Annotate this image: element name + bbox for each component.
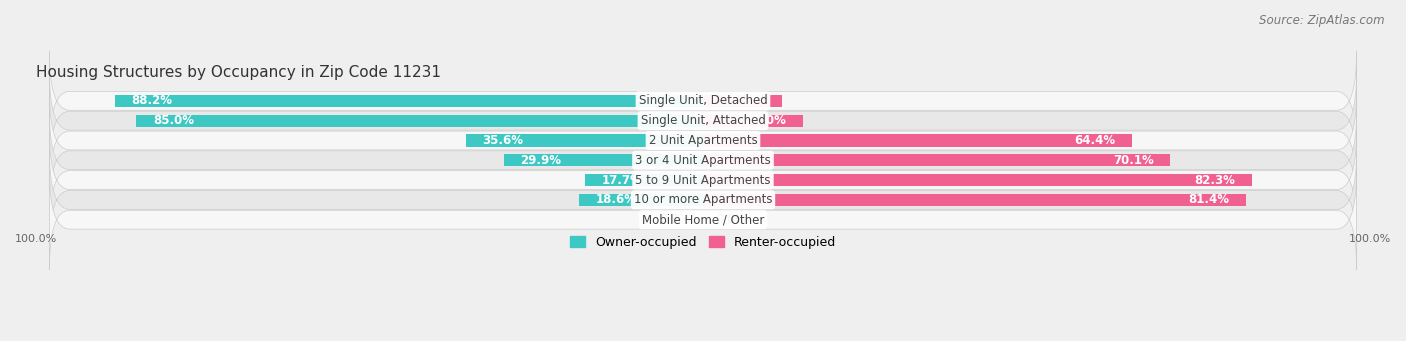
FancyBboxPatch shape [49,130,1357,230]
FancyBboxPatch shape [49,170,1357,270]
Text: Housing Structures by Occupancy in Zip Code 11231: Housing Structures by Occupancy in Zip C… [37,65,441,80]
Bar [579,194,703,206]
Bar [503,154,703,166]
Text: 64.4%: 64.4% [1074,134,1116,147]
FancyBboxPatch shape [49,110,1357,210]
Text: 2 Unit Apartments: 2 Unit Apartments [648,134,758,147]
Text: 17.7%: 17.7% [602,174,643,187]
Bar [115,95,703,107]
Text: 3 or 4 Unit Apartments: 3 or 4 Unit Apartments [636,154,770,167]
Text: 70.1%: 70.1% [1114,154,1154,167]
Text: Single Unit, Attached: Single Unit, Attached [641,114,765,127]
Text: 18.6%: 18.6% [596,193,637,206]
Text: Source: ZipAtlas.com: Source: ZipAtlas.com [1260,14,1385,27]
Text: 5 to 9 Unit Apartments: 5 to 9 Unit Apartments [636,174,770,187]
FancyBboxPatch shape [49,150,1357,250]
Bar [703,95,782,107]
Text: 11.8%: 11.8% [724,94,765,107]
Text: 35.6%: 35.6% [482,134,523,147]
Bar [585,174,703,186]
Text: 88.2%: 88.2% [132,94,173,107]
Bar [703,115,803,127]
Text: 0.0%: 0.0% [659,213,690,226]
Text: 82.3%: 82.3% [1194,174,1234,187]
Bar [136,115,703,127]
Bar [703,154,1170,166]
Legend: Owner-occupied, Renter-occupied: Owner-occupied, Renter-occupied [565,231,841,254]
FancyBboxPatch shape [49,90,1357,191]
Bar [703,194,1246,206]
Text: Mobile Home / Other: Mobile Home / Other [641,213,765,226]
Bar [465,134,703,147]
Text: 81.4%: 81.4% [1188,193,1229,206]
Bar [703,174,1251,186]
Bar [703,134,1132,147]
Text: 29.9%: 29.9% [520,154,561,167]
Text: 15.0%: 15.0% [745,114,786,127]
Text: 0.0%: 0.0% [716,213,747,226]
FancyBboxPatch shape [49,71,1357,170]
Text: Single Unit, Detached: Single Unit, Detached [638,94,768,107]
Text: 85.0%: 85.0% [153,114,194,127]
FancyBboxPatch shape [49,51,1357,151]
Text: 10 or more Apartments: 10 or more Apartments [634,193,772,206]
